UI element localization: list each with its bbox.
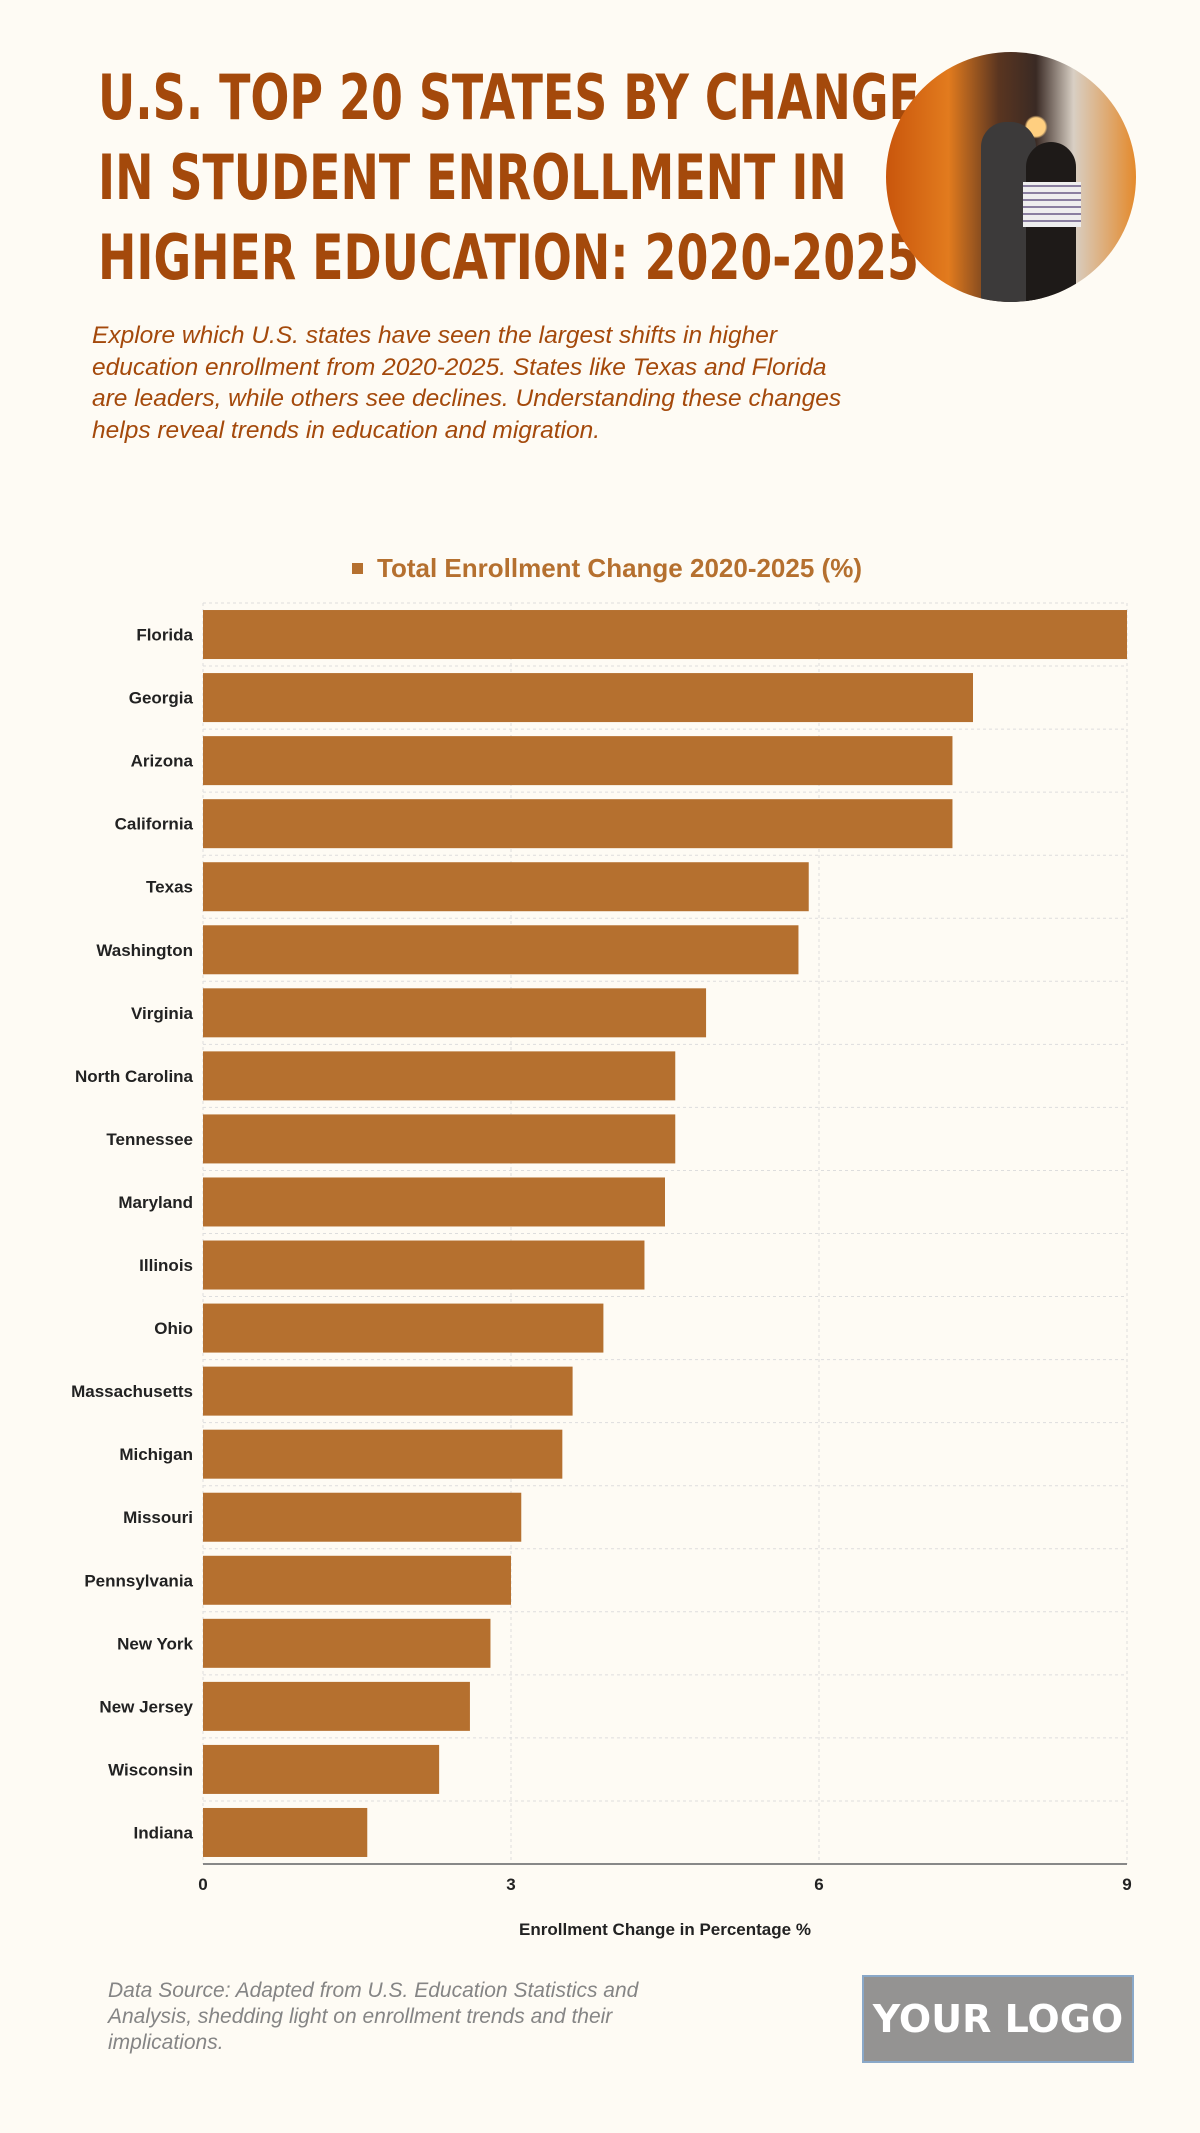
y-category-label: Tennessee: [106, 1130, 193, 1149]
bar: [203, 925, 799, 975]
y-category-label: Arizona: [131, 752, 194, 771]
bar: [203, 1681, 470, 1731]
x-tick-label: 3: [506, 1875, 515, 1894]
bar: [203, 1555, 511, 1605]
y-category-label: New Jersey: [99, 1697, 193, 1716]
bar: [203, 1303, 604, 1353]
title-line: U.S. TOP 20 STATES BY CHANGE: [98, 61, 920, 134]
bar: [203, 610, 1127, 660]
page-title: U.S. TOP 20 STATES BY CHANGE IN STUDENT …: [98, 58, 920, 298]
x-axis-title: Enrollment Change in Percentage %: [519, 1920, 811, 1939]
logo-placeholder: YOUR LOGO: [862, 1975, 1134, 2063]
y-category-label: Missouri: [123, 1508, 193, 1527]
y-category-label: Wisconsin: [108, 1760, 193, 1779]
y-category-label: Maryland: [118, 1193, 193, 1212]
y-category-label: North Carolina: [75, 1067, 194, 1086]
bar: [203, 1240, 645, 1290]
y-category-label: Florida: [136, 626, 193, 645]
title-line: HIGHER EDUCATION: 2020-2025: [98, 221, 919, 294]
x-tick-label: 9: [1122, 1875, 1131, 1894]
bar: [203, 1429, 563, 1479]
y-category-label: California: [115, 815, 194, 834]
bar: [203, 1807, 368, 1857]
y-category-label: Massachusetts: [71, 1382, 193, 1401]
y-category-label: Michigan: [119, 1445, 193, 1464]
y-category-label: Washington: [96, 941, 193, 960]
bar: [203, 1177, 665, 1227]
y-category-label: Pennsylvania: [84, 1571, 193, 1590]
y-category-label: Georgia: [129, 689, 194, 708]
y-category-label: Illinois: [139, 1256, 193, 1275]
bar: [203, 1492, 522, 1542]
y-category-label: Texas: [146, 878, 193, 897]
bar: [203, 1051, 676, 1101]
bar: [203, 862, 809, 912]
bar: [203, 1744, 440, 1794]
bar: [203, 673, 973, 723]
y-category-label: New York: [117, 1634, 193, 1653]
bar: [203, 988, 707, 1038]
legend-swatch: [352, 563, 363, 574]
x-tick-label: 6: [814, 1875, 823, 1894]
bar: [203, 1366, 573, 1416]
students-photo: [886, 52, 1136, 302]
bar: [203, 1114, 676, 1164]
bar: [203, 1618, 491, 1668]
y-category-label: Ohio: [154, 1319, 193, 1338]
y-category-label: Indiana: [133, 1823, 193, 1842]
chart-legend: Total Enrollment Change 2020-2025 (%): [352, 553, 862, 584]
x-tick-label: 0: [198, 1875, 207, 1894]
y-category-label: Virginia: [131, 1004, 194, 1023]
data-source: Data Source: Adapted from U.S. Education…: [108, 1979, 639, 2054]
title-line: IN STUDENT ENROLLMENT IN: [98, 141, 847, 214]
legend-label: Total Enrollment Change 2020-2025 (%): [377, 553, 862, 583]
bar: [203, 799, 953, 849]
description: Explore which U.S. states have seen the …: [92, 322, 842, 444]
bar: [203, 736, 953, 786]
